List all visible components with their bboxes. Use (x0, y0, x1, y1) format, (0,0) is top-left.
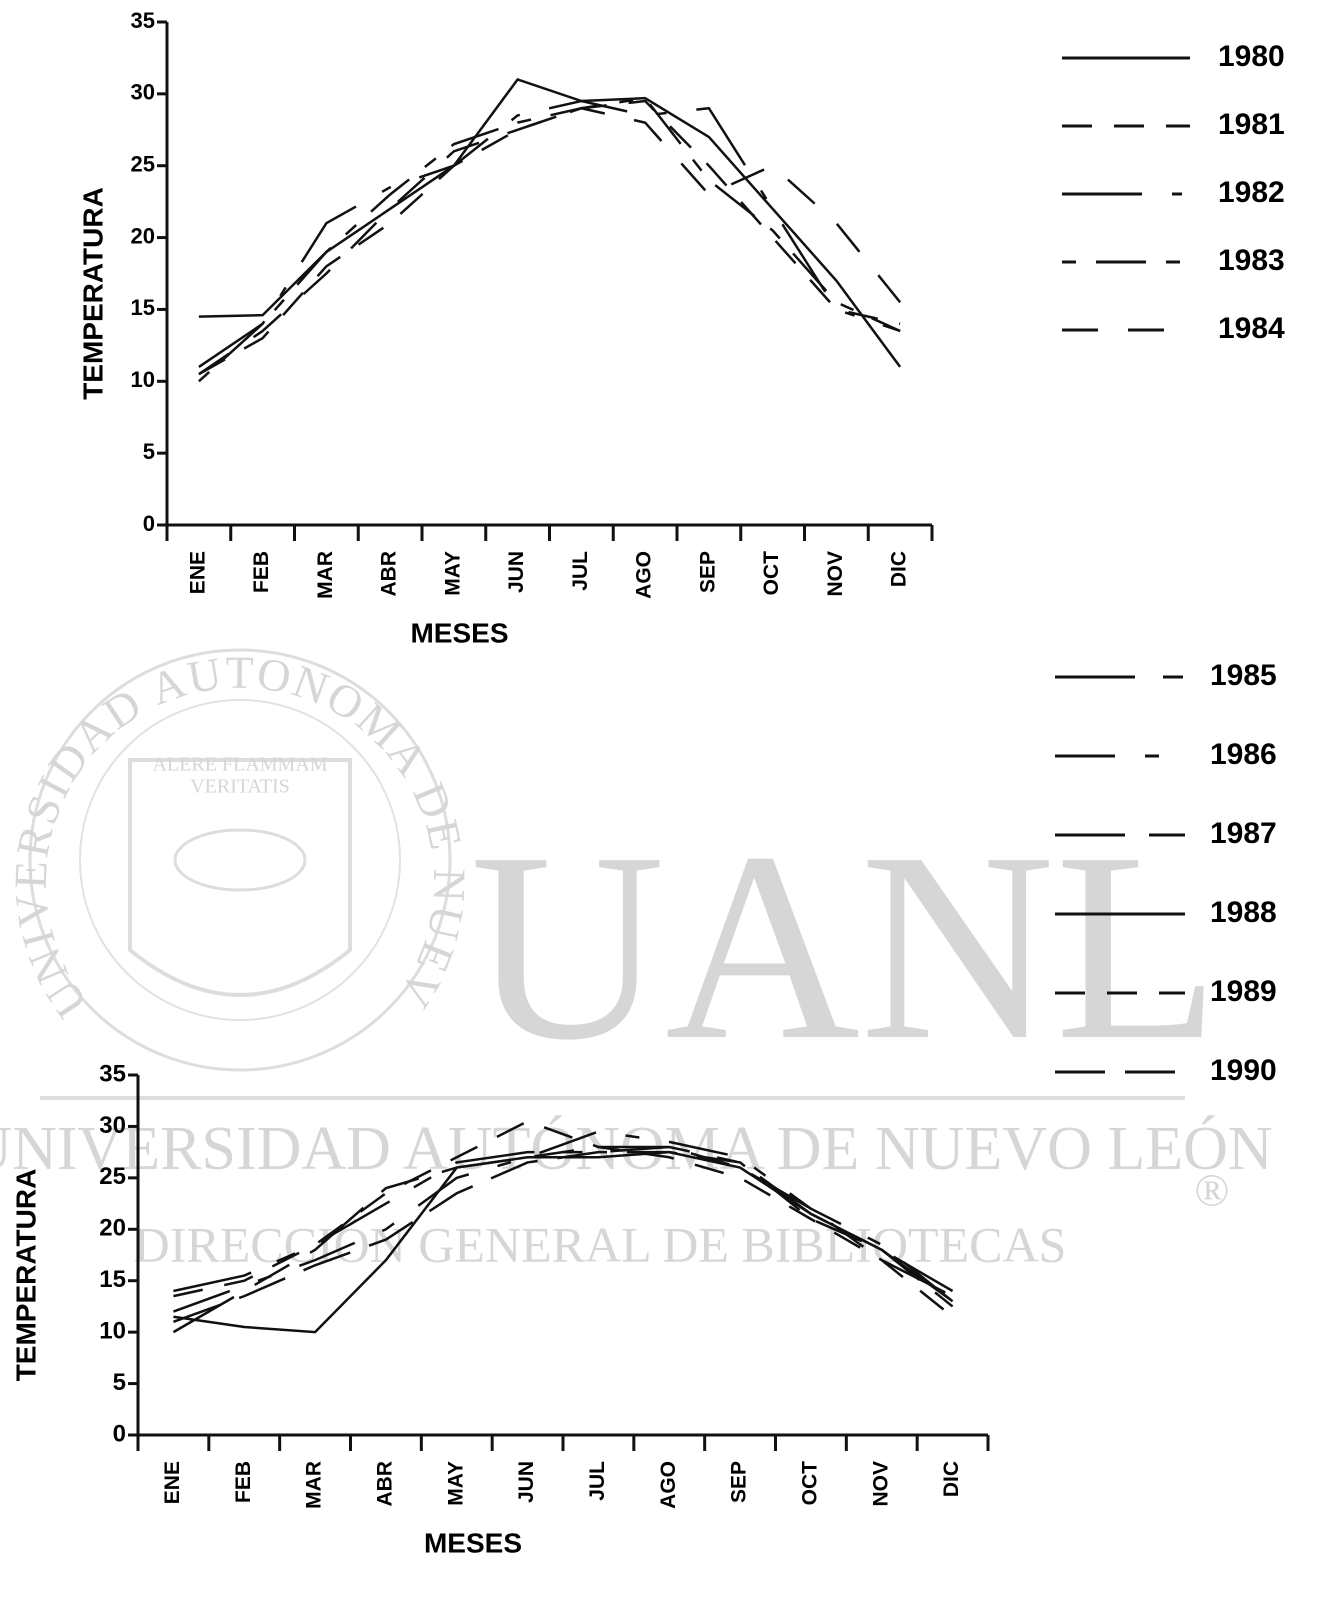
watermark-line: DIRECCIÓN GENERAL DE BIBLIOTECAS (134, 1216, 1067, 1272)
x-tick-label: SEP (728, 1461, 751, 1503)
seal-motto: ALERE FLAMMAM (152, 754, 327, 776)
y-tick-label: 10 (131, 367, 155, 392)
watermark: UNIVERSIDAD AUTONOMA DE NUEVO LEON ALERE… (0, 0, 1273, 1272)
y-tick-label: 25 (131, 152, 155, 177)
seal-motto: VERITATIS (190, 776, 290, 798)
x-tick-label: OCT (798, 1461, 821, 1506)
x-tick-label: NOV (824, 551, 847, 597)
x-tick-label: ABR (378, 551, 401, 597)
chart: 0 5 10 15 20 25 30 35 ENE FEB MAR ABR MAY JUN JUL AGO SE… (77, 8, 1285, 649)
x-axis-label: MESES (410, 617, 508, 648)
y-tick-label: 0 (113, 1420, 126, 1447)
series-line (198, 78, 902, 368)
y-tick-label: 25 (99, 1163, 126, 1190)
seal-ring-text-path: UNIVERSIDAD AUTONOMA DE NUEVO LEON (0, 0, 472, 1027)
x-tick-label: NOV (869, 1461, 892, 1507)
x-tick-label: MAR (303, 1461, 326, 1509)
legend-label: 1986 (1210, 738, 1277, 771)
y-tick-label: 5 (113, 1369, 126, 1396)
y-tick-label: 0 (143, 511, 155, 536)
x-tick-label: DIC (940, 1461, 963, 1497)
y-axis-label: TEMPERATURA (10, 1169, 41, 1382)
watermark-big: UANL (470, 797, 1220, 1096)
x-tick-label: DIC (888, 551, 911, 587)
legend-label: 1984 (1218, 312, 1285, 345)
y-tick-label: 10 (99, 1317, 126, 1344)
watermark-mark: ® (1195, 1165, 1230, 1216)
x-axis-label: MESES (424, 1527, 522, 1558)
legend-label: 1987 (1210, 817, 1277, 850)
x-tick-label: ENE (161, 1461, 184, 1504)
y-tick-label: 35 (131, 8, 155, 33)
x-tick-label: FEB (250, 551, 273, 593)
legend-label: 1985 (1210, 659, 1277, 692)
seal-shield (128, 758, 352, 997)
series-line (172, 1150, 954, 1324)
y-tick-label: 35 (99, 1060, 126, 1087)
seal-inner (79, 699, 401, 1021)
y-axis-label: TEMPERATURA (77, 187, 108, 400)
x-tick-label: MAY (444, 1461, 467, 1506)
x-tick-label: AGO (657, 1461, 680, 1509)
x-tick-label: JUL (586, 1461, 609, 1501)
y-tick-label: 30 (131, 80, 155, 105)
seal-atom (173, 828, 307, 892)
y-tick-label: 5 (143, 439, 155, 464)
series-line (172, 1130, 954, 1313)
seal-ring (28, 648, 452, 1072)
x-tick-label: FEB (232, 1461, 255, 1503)
seal-ring-text: UNIVERSIDAD AUTONOMA DE NUEVO LEON (0, 0, 476, 1027)
series-line (198, 99, 901, 376)
series-line (198, 96, 901, 383)
y-tick-label: 15 (131, 295, 155, 320)
x-tick-label: SEP (696, 551, 719, 593)
series-line (198, 106, 902, 376)
x-tick-label: MAY (441, 551, 464, 596)
legend-label: 1980 (1218, 40, 1285, 73)
x-tick-label: MAR (314, 551, 337, 599)
x-tick-label: ENE (186, 551, 209, 594)
chart: 0 5 10 15 20 25 30 35 ENE FEB MAR ABR MAY JUN JUL AGO SE… (10, 659, 1276, 1558)
legend-label: 1988 (1210, 896, 1277, 929)
x-tick-label: JUL (569, 551, 592, 591)
x-tick-label: ABR (373, 1461, 396, 1507)
x-tick-label: AGO (633, 551, 656, 599)
x-tick-label: JUN (515, 1461, 538, 1503)
y-tick-label: 15 (99, 1266, 126, 1293)
x-tick-label: JUN (505, 551, 528, 593)
series-line (172, 1145, 954, 1334)
series-line (198, 99, 901, 368)
legend-label: 1982 (1218, 176, 1285, 209)
legend-label: 1981 (1218, 108, 1285, 141)
series-line (173, 1119, 954, 1318)
y-tick-label: 20 (99, 1215, 126, 1242)
x-tick-label: OCT (760, 551, 783, 596)
legend-label: 1990 (1210, 1054, 1277, 1087)
y-tick-label: 30 (99, 1112, 126, 1139)
legend-label: 1989 (1210, 975, 1277, 1008)
y-tick-label: 20 (131, 223, 155, 248)
legend-label: 1983 (1218, 244, 1285, 277)
